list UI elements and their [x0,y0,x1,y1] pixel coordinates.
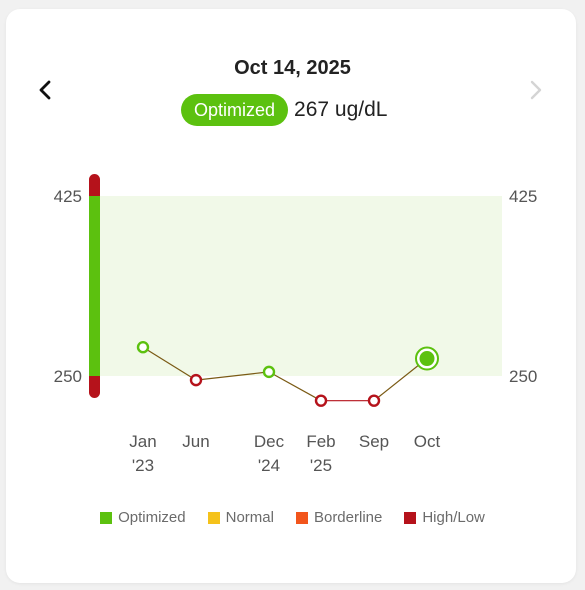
legend-label: High/Low [422,509,485,526]
legend-swatch [295,511,308,524]
series-line-segment [142,346,197,381]
chevron-right-icon [530,80,542,100]
range-bar-optimal [89,196,100,376]
legend-label: Normal [225,509,274,526]
legend-swatch [207,511,220,524]
next-result-button[interactable] [523,77,549,103]
legend-item-normal: Normal [207,509,274,526]
result-summary: Optimized 267 ug/dL [181,93,387,126]
legend-item-optimized: Optimized [100,509,186,526]
x-tick-label: Dec [254,432,285,451]
data-point [262,365,276,379]
y-tick-label-left: 250 [54,367,82,386]
status-badge: Optimized [181,93,289,126]
x-tick-label: Jun [182,432,209,451]
x-tick-label: Sep [359,432,389,451]
legend-label: Optimized [118,509,186,526]
x-tick-label: Jan [129,432,156,451]
trend-chart: 425 250 425 250 Jan '23 Jun Dec '24 Feb '25 Sep Oct [54,174,537,475]
y-tick-label-right: 425 [509,187,537,206]
result-date: Oct 14, 2025 [234,57,351,79]
previous-result-button[interactable] [32,77,58,103]
y-tick-label-right: 250 [509,367,537,386]
data-point [189,373,203,387]
legend-item-borderline: Borderline [295,509,383,526]
result-value: 267 ug/dL [294,97,388,121]
data-point [367,394,381,407]
x-tick-label: '23 [132,456,154,475]
chart-legend: Optimized Normal Borderline High/Low [0,509,585,526]
x-tick-label: Feb [306,432,335,451]
legend-item-high-low: High/Low [404,509,485,526]
data-point [314,394,328,407]
legend-swatch [100,511,113,524]
x-tick-label: '25 [310,456,332,475]
data-point [136,341,150,354]
y-tick-label-left: 425 [54,187,82,206]
x-tick-label: Oct [414,432,441,451]
legend-label: Borderline [313,509,383,526]
series-line-segment [268,371,322,402]
legend-swatch [404,511,417,524]
optimal-range-band [100,196,502,376]
series-line-segment [195,371,270,381]
data-point-selected [419,351,435,367]
chevron-left-icon [39,80,51,100]
x-tick-label: '24 [258,456,280,475]
